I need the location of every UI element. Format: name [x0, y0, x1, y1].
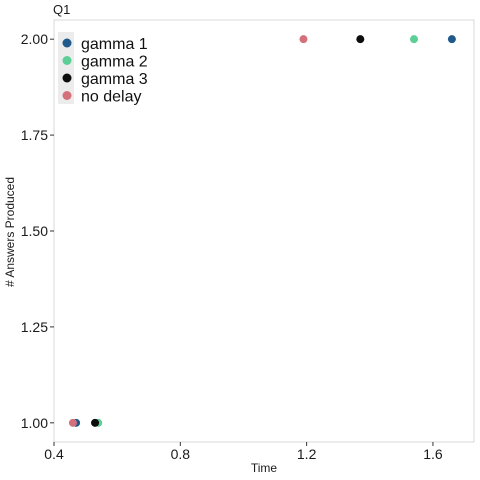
x-axis-title: Time: [251, 461, 278, 475]
legend-label: gamma 3: [81, 71, 148, 88]
data-point: [447, 35, 456, 44]
legend-label: gamma 1: [81, 36, 148, 53]
chart-title: Q1: [53, 2, 70, 17]
y-tick-label: 1.50: [21, 223, 48, 239]
data-point: [356, 35, 365, 44]
y-tick-label: 1.75: [21, 127, 48, 143]
legend-marker: [62, 73, 72, 83]
data-point: [410, 35, 418, 44]
x-tick-label: 0.4: [44, 446, 64, 462]
legend-marker: [62, 38, 72, 48]
x-tick-label: 0.8: [171, 446, 191, 462]
data-point: [91, 418, 100, 427]
legend-background: [58, 32, 74, 104]
y-tick-label: 2.00: [21, 31, 48, 47]
data-points: [68, 35, 456, 427]
x-tick-label: 1.6: [423, 446, 443, 462]
legend-label: no delay: [81, 89, 142, 106]
x-tick-label: 1.2: [297, 446, 317, 462]
legend-label: gamma 2: [81, 54, 148, 71]
y-axis: 1.00 1.25 1.50 1.75 2.00: [21, 31, 54, 431]
x-axis: 0.4 0.8 1.2 1.6: [44, 442, 443, 462]
data-point: [299, 35, 308, 44]
legend-marker: [62, 56, 72, 65]
plot-panel: [53, 19, 475, 443]
data-point: [68, 418, 77, 427]
y-axis-title: # Answers Produced: [3, 177, 17, 287]
y-tick-label: 1.25: [21, 319, 48, 335]
legend-marker: [62, 91, 72, 100]
y-tick-label: 1.00: [21, 415, 48, 431]
